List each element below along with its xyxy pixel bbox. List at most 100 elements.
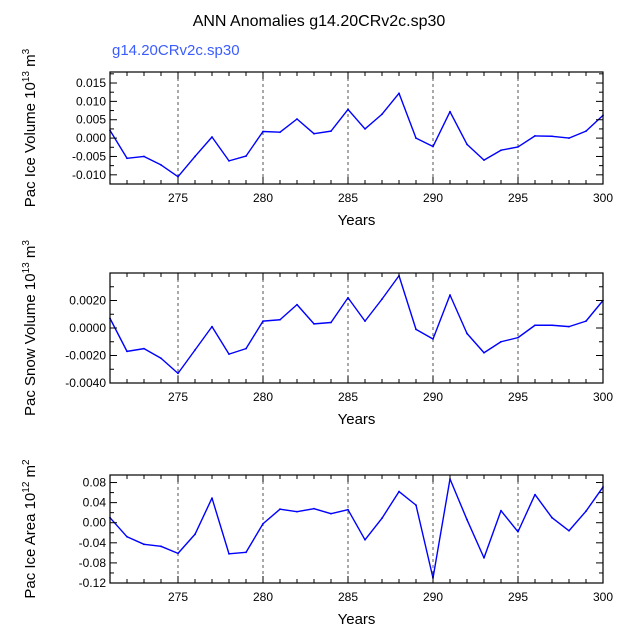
data-point xyxy=(381,517,383,520)
series-segment xyxy=(279,118,298,133)
x-tick-label: 290 xyxy=(423,191,443,205)
data-point xyxy=(296,303,298,306)
series-segment xyxy=(262,130,281,133)
series-segment xyxy=(432,294,451,340)
data-point xyxy=(228,353,230,356)
data-point xyxy=(143,347,145,350)
series-segment xyxy=(330,109,349,132)
series-segment xyxy=(126,155,145,159)
series-segment xyxy=(296,118,315,135)
data-point xyxy=(211,136,213,138)
data-point xyxy=(466,518,468,521)
series-segment xyxy=(449,111,468,145)
data-point xyxy=(211,497,213,500)
figure-title: ANN Anomalies g14.20CRv2c.sp30 xyxy=(193,13,446,30)
series-segment xyxy=(449,478,468,520)
data-point xyxy=(279,318,281,321)
series-segment xyxy=(347,509,366,541)
series-segment xyxy=(483,149,502,161)
data-point xyxy=(483,556,485,559)
plot-frame xyxy=(109,272,604,384)
data-point xyxy=(568,137,570,139)
data-point xyxy=(398,490,400,493)
series-segment xyxy=(228,551,247,555)
x-tick-label: 295 xyxy=(508,590,528,604)
series-segment xyxy=(483,341,502,354)
data-point xyxy=(177,372,179,375)
data-point xyxy=(568,325,570,328)
data-point xyxy=(194,155,196,158)
data-point xyxy=(245,551,247,554)
data-point xyxy=(262,130,264,133)
panel-3: 275 280 285 290 295 300 -0.12 -0.08 -0.04 0.00 0.0… xyxy=(21,459,613,628)
data-point xyxy=(585,320,587,323)
series-segment xyxy=(551,135,570,139)
series-segment xyxy=(126,347,145,353)
data-point xyxy=(483,351,485,354)
data-point xyxy=(500,509,502,512)
x-tick-label: 285 xyxy=(338,191,358,205)
data-point xyxy=(347,508,349,511)
series-segment xyxy=(262,319,281,322)
series-segment xyxy=(262,508,281,525)
y-tick-label: -0.04 xyxy=(79,536,107,550)
x-tick-label: 300 xyxy=(593,191,613,205)
series-segment xyxy=(126,536,145,545)
chart-panels: 275 280 285 290 295 300 -0.010 -0.005 0.000 0.005… xyxy=(21,48,613,628)
y-axis-unit-exponent: 13 xyxy=(21,262,32,274)
data-point xyxy=(313,322,315,325)
series-segment xyxy=(568,510,587,532)
x-axis-title: Years xyxy=(338,411,376,428)
data-point xyxy=(500,149,502,152)
series-segment xyxy=(194,136,213,157)
data-point xyxy=(126,535,128,538)
data-point xyxy=(466,143,468,146)
series-segment xyxy=(517,494,536,533)
data-point xyxy=(296,118,298,120)
x-tick-label: 300 xyxy=(593,590,613,604)
data-point xyxy=(279,508,281,511)
series-segment xyxy=(551,517,570,532)
data-point xyxy=(160,357,162,360)
case-label: g14.20CRv2c.sp30 xyxy=(112,42,240,59)
series-segment xyxy=(432,478,451,579)
y-tick-label: 0.010 xyxy=(76,94,106,108)
series-segment xyxy=(313,321,332,325)
y-tick-label: -0.0040 xyxy=(65,376,106,390)
data-point xyxy=(449,294,451,296)
y-axis-unit-power: 2 xyxy=(21,459,32,465)
data-point xyxy=(347,108,349,111)
series-segment xyxy=(466,143,485,161)
series-segment xyxy=(296,507,315,513)
series-segment xyxy=(160,164,179,178)
series-segment xyxy=(432,111,451,147)
series-segment xyxy=(194,497,213,535)
data-point xyxy=(432,338,434,340)
x-tick-label: 275 xyxy=(168,590,188,604)
data-point xyxy=(364,128,366,130)
series-segment xyxy=(415,137,434,148)
series-segment xyxy=(466,519,485,559)
series-segment xyxy=(568,320,587,328)
series-segment xyxy=(585,114,604,132)
data-point xyxy=(432,145,434,148)
series-segment xyxy=(330,508,349,515)
series-segment xyxy=(381,92,400,115)
plot-frame xyxy=(109,71,604,185)
series-segment xyxy=(143,155,162,166)
series-segment xyxy=(211,497,230,555)
data-point xyxy=(415,504,417,507)
x-tick-label: 295 xyxy=(508,191,528,205)
y-axis-unit-exponent: 12 xyxy=(21,481,32,493)
data-point xyxy=(296,510,298,513)
y-axis-unit-name: m xyxy=(22,246,39,263)
y-tick-label: -0.005 xyxy=(72,149,106,163)
series-segment xyxy=(330,297,349,323)
series-segment xyxy=(143,348,162,359)
data-point xyxy=(262,522,264,525)
y-tick-label: 0.000 xyxy=(76,131,106,145)
data-point xyxy=(517,146,519,148)
series-segment xyxy=(160,357,179,374)
series-segment xyxy=(364,113,383,130)
x-axis-title: Years xyxy=(338,212,376,229)
